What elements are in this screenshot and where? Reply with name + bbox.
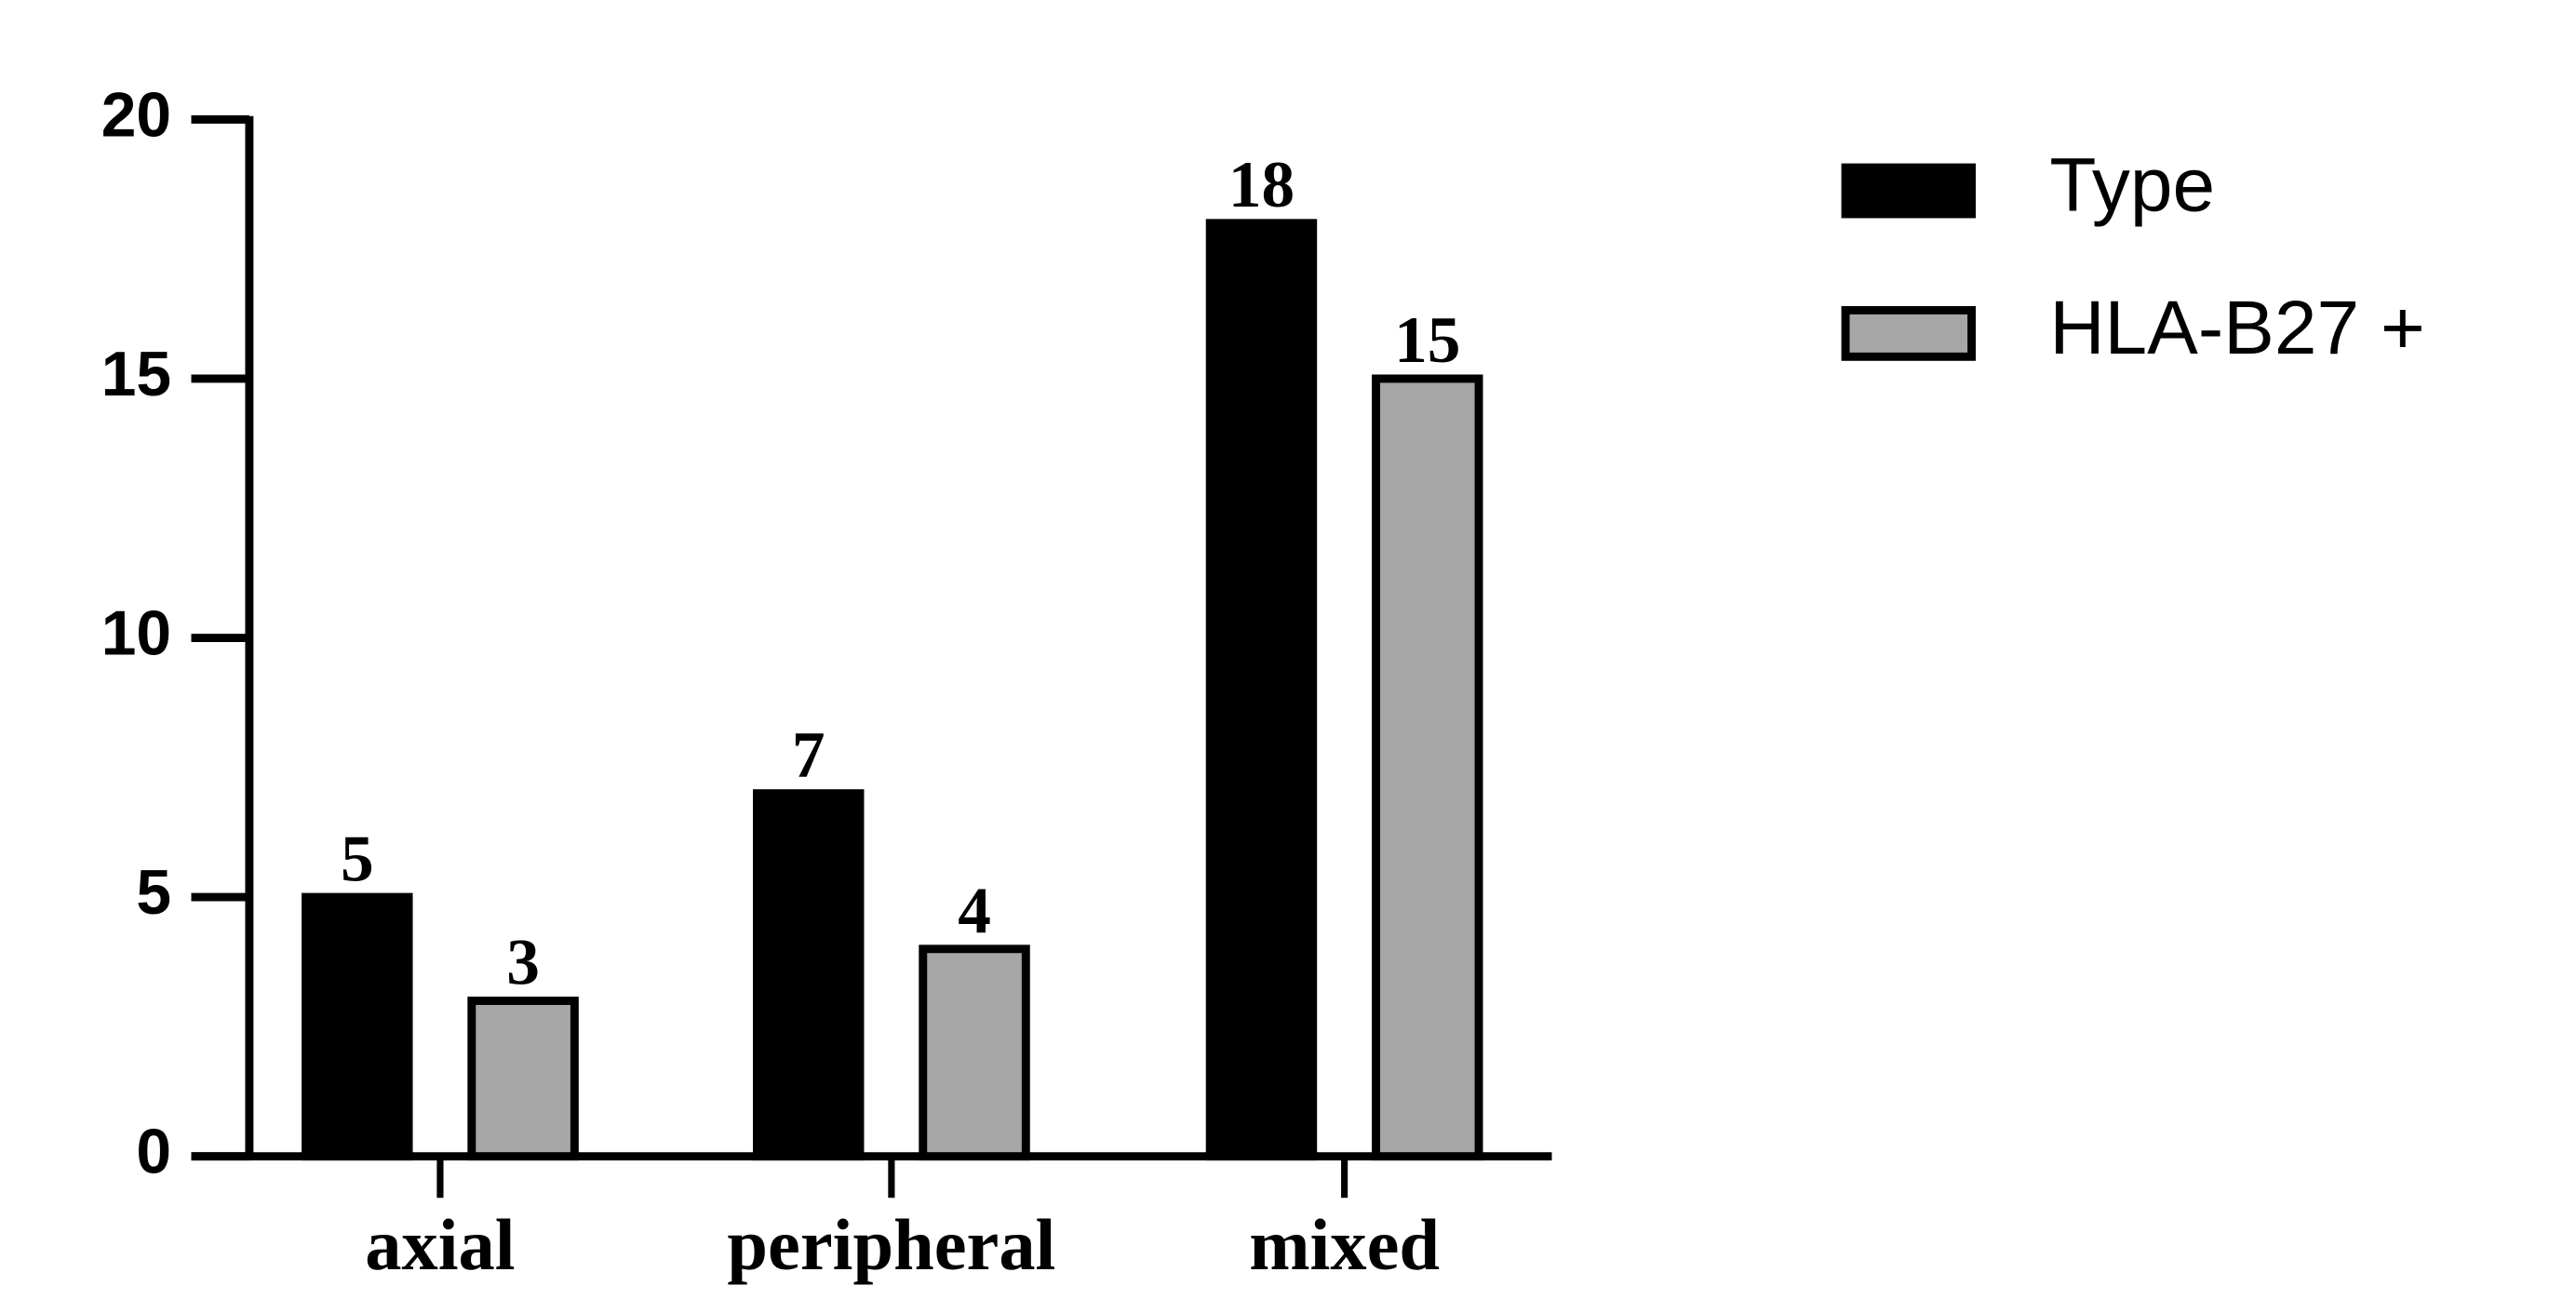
y-tick-label: 10	[101, 598, 171, 668]
data-label: 7	[792, 718, 825, 792]
x-tick-label: axial	[365, 1204, 515, 1285]
bar	[1372, 374, 1483, 1161]
bar	[919, 944, 1030, 1161]
bar	[467, 997, 579, 1161]
x-tick-label: peripheral	[727, 1204, 1055, 1285]
y-tick-label: 20	[101, 80, 171, 150]
legend-label: HLA-B27 +	[2049, 286, 2424, 370]
x-tick-label: mixed	[1249, 1204, 1440, 1285]
bar	[302, 892, 413, 1161]
bar	[753, 789, 865, 1161]
legend-label: Type	[2049, 143, 2215, 228]
data-label: 3	[506, 926, 540, 999]
bar	[1205, 219, 1318, 1161]
data-label: 4	[958, 874, 991, 947]
data-label: 5	[341, 822, 374, 895]
data-label: 15	[1394, 303, 1460, 377]
y-tick-label: 0	[136, 1118, 171, 1187]
y-tick-label: 5	[136, 858, 171, 928]
legend-swatch	[1841, 305, 1977, 361]
y-tick-label: 15	[101, 340, 171, 409]
data-label: 18	[1228, 148, 1295, 221]
legend-swatch	[1841, 163, 1977, 219]
